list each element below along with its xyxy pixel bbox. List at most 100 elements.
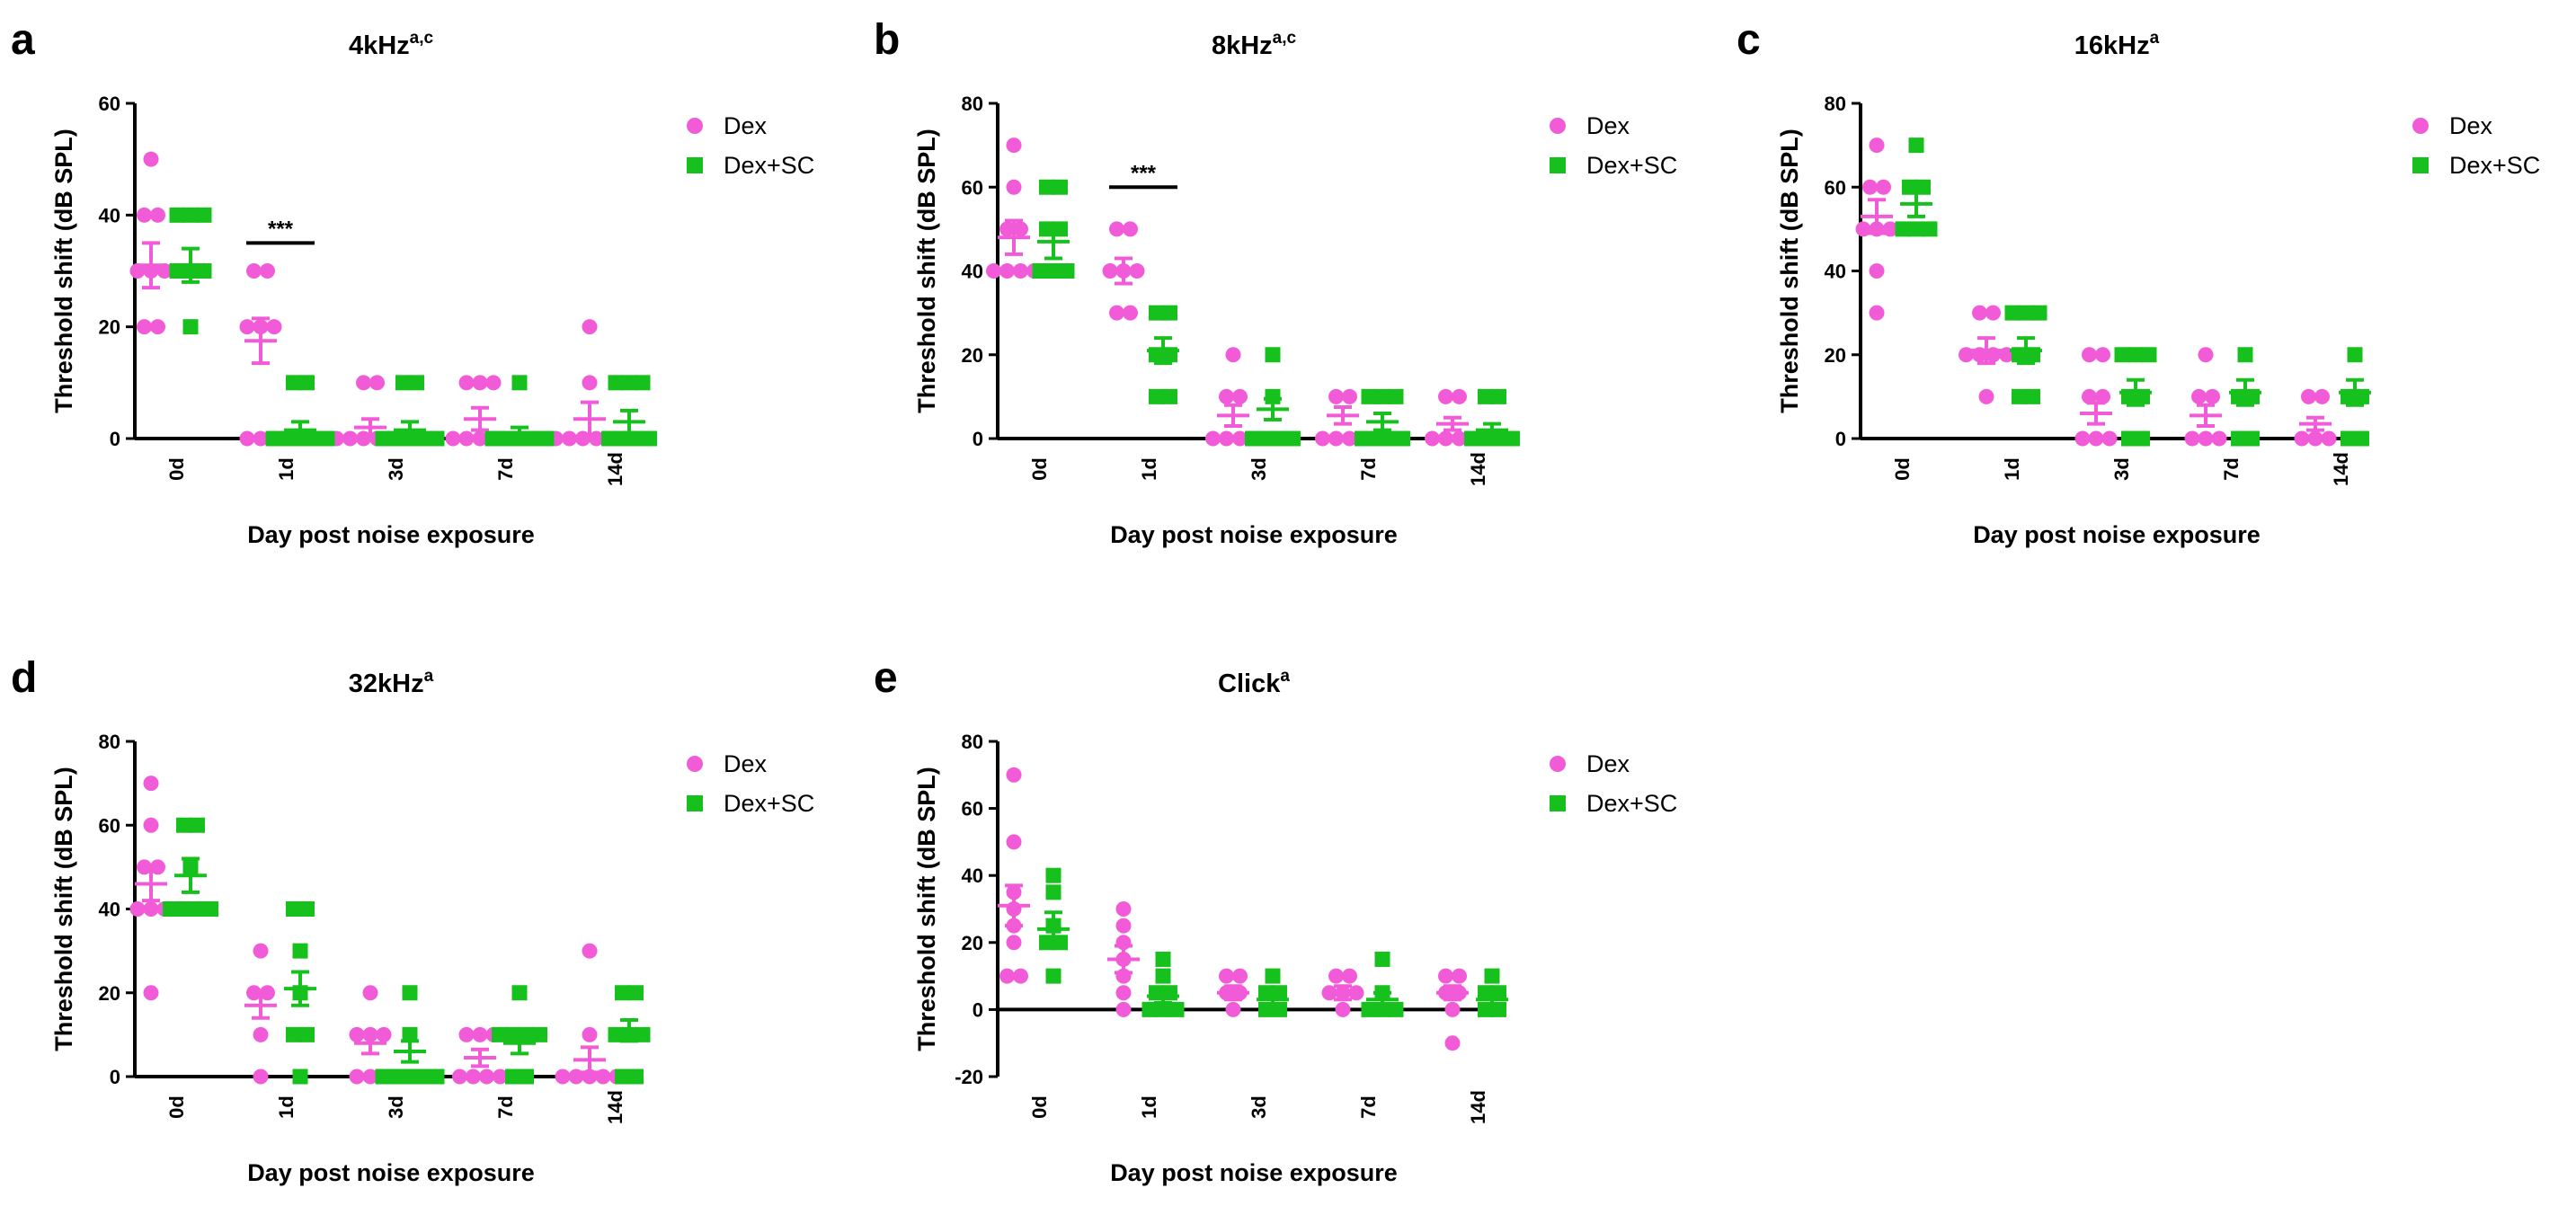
dex-data-point [2191,388,2207,404]
dexsc-data-point [1265,347,1281,363]
dex-data-point [376,1026,392,1042]
dex-data-point [1328,430,1344,447]
x-tick-label: 3d [2110,457,2133,481]
dexsc-data-point [2135,430,2150,447]
dexsc-data-point [319,430,335,447]
y-tick-label: 0 [110,1066,120,1088]
dexsc-data-point [1922,221,1938,237]
chart-title-superscript: a [2150,29,2160,48]
dex-data-point [1219,430,1234,447]
dexsc-data-point [1361,1001,1377,1017]
dex-data-point [1232,430,1248,447]
dex-data-point [1225,347,1241,363]
dex-data-point [1444,1035,1461,1051]
dexsc-data-point [182,319,199,335]
dexsc-data-point [429,1069,445,1085]
dex-data-point [369,375,385,391]
dex-data-point [2082,347,2097,363]
x-tick-label: 1d [1138,457,1160,481]
dexsc-data-point [176,817,191,833]
dex-data-point [260,263,275,279]
chart-title-main: Click [1218,670,1281,698]
dexsc-data-point [628,985,644,1001]
chart-title-superscript: a [1280,667,1290,686]
panel-letter: e [874,654,898,702]
legend-dex-label: Dex [724,112,768,139]
dexsc-data-point [1491,388,1506,404]
chart-panel-c: c 16kHza 0 20 40 60 80 0d 1d 3d 7d 14d Day post nois… [1726,0,2576,557]
legend-dexsc-label: Dex+SC [724,790,814,817]
dexsc-data-point [415,1069,431,1085]
y-tick-label: 60 [99,93,120,115]
dex-data-point [1438,388,1453,404]
dexsc-data-point [279,430,295,447]
dex-data-point [1123,305,1138,321]
y-tick-label: 0 [973,428,983,450]
dexsc-data-point [635,375,651,391]
legend-dexsc-label: Dex+SC [1586,152,1677,179]
dexsc-data-point [621,375,637,391]
dexsc-data-point [306,430,322,447]
x-tick-label: 3d [385,1095,407,1119]
y-tick-label: 20 [99,316,120,339]
dexsc-data-point [1265,968,1281,984]
dex-data-point [2314,388,2330,404]
dexsc-data-point [615,985,630,1001]
dexsc-data-point [2121,430,2136,447]
dex-data-point [999,263,1015,279]
dexsc-data-point [299,1026,315,1042]
dexsc-data-point [1162,388,1177,404]
dexsc-data-point [1045,867,1061,883]
dexsc-data-point [429,430,445,447]
y-tick-label: 0 [973,998,983,1021]
dexsc-data-point [1368,430,1383,447]
dex-data-point [2074,430,2091,447]
dex-data-point [2198,430,2214,447]
dex-data-point [1342,388,1357,404]
dexsc-data-point [2012,388,2027,404]
dexsc-data-point [2141,347,2157,363]
x-tick-label: 7d [494,457,517,481]
dex-data-point [1006,935,1022,951]
dex-data-point [2095,347,2110,363]
dex-data-point [479,1069,494,1085]
dexsc-data-point [163,901,178,917]
dex-data-point [349,1069,365,1085]
dexsc-data-point [286,1026,301,1042]
y-tick-label: 20 [1825,344,1846,367]
y-tick-label: 80 [99,731,120,753]
dexsc-data-point [2244,430,2260,447]
chart-title: Clicka [1218,667,1290,698]
dexsc-data-point [190,817,205,833]
dex-data-point [1232,388,1248,404]
dexsc-data-point [532,1026,547,1042]
legend-dex-marker [1550,756,1566,772]
dex-data-point [2184,430,2200,447]
legend-dex-label: Dex [724,750,768,777]
dexsc-data-point [2025,388,2040,404]
dex-data-point [582,943,598,959]
dex-data-point [1006,834,1022,850]
dex-data-point [568,1069,584,1085]
legend-dexsc-marker [687,795,703,811]
dex-data-point [582,375,598,391]
x-tick-label: 0d [1028,457,1051,481]
x-tick-label: 14d [1467,1090,1489,1124]
x-tick-label: 0d [165,457,188,481]
dex-data-point [1862,179,1878,195]
x-tick-label: 7d [2220,457,2243,481]
x-axis-title: Day post noise exposure [1110,521,1398,548]
dexsc-data-point [484,430,501,447]
dexsc-data-point [409,375,424,391]
dexsc-data-point [196,207,212,223]
dex-data-point [2211,430,2227,447]
chart-panel-d: d 32kHza 0 20 40 60 80 0d 1d 3d 7d 14d Day post nois… [0,638,858,1195]
x-tick-label: 14d [604,452,626,486]
y-axis-title: Threshold shift (dB SPL) [913,129,940,413]
dex-data-point [472,430,488,447]
dex-data-point [1115,1001,1132,1017]
dex-data-point [2301,388,2316,404]
dex-data-point [342,430,358,447]
legend-dex-marker [1550,118,1566,134]
dexsc-data-point [1155,1001,1171,1017]
